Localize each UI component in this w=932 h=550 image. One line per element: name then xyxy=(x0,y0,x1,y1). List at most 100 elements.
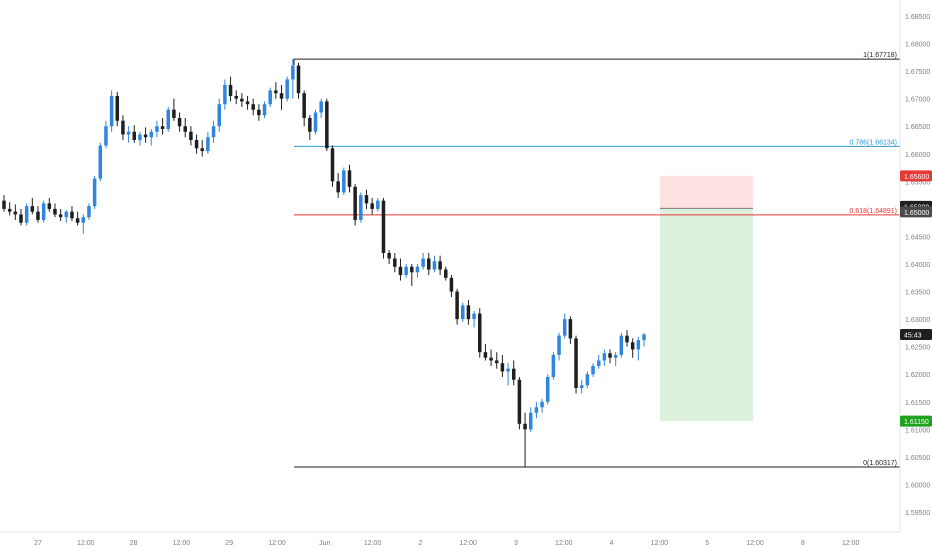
candle xyxy=(534,401,539,419)
price-badge-bg xyxy=(900,170,932,182)
candle-body xyxy=(574,338,578,389)
candle xyxy=(177,112,182,132)
candle-body xyxy=(308,117,312,132)
candle-body xyxy=(291,65,295,80)
x-tick-label: 12:00 xyxy=(746,540,764,547)
price-badge-stop: 1.65600 xyxy=(900,170,932,182)
candle-body xyxy=(121,120,125,135)
candle-body xyxy=(58,214,63,218)
candle xyxy=(427,252,431,276)
candle xyxy=(98,142,103,182)
candle-body xyxy=(613,354,618,358)
candle-body xyxy=(325,101,329,149)
candle-body xyxy=(92,178,97,207)
candle xyxy=(517,376,522,430)
candle-body xyxy=(143,134,148,138)
candle-body xyxy=(642,334,646,341)
candle-body xyxy=(240,98,244,102)
candle-body xyxy=(104,126,108,146)
x-tick-label: 12:00 xyxy=(459,540,477,547)
y-tick-label: 1.64500 xyxy=(905,234,930,241)
candle-body xyxy=(557,335,561,355)
candle-body xyxy=(183,126,187,132)
candle xyxy=(483,343,488,361)
candle-body xyxy=(579,385,584,389)
candle-body xyxy=(98,145,103,179)
candle xyxy=(630,338,635,358)
candle xyxy=(81,214,86,234)
candle-body xyxy=(342,170,346,193)
candle xyxy=(257,104,261,121)
y-tick-label: 1.67500 xyxy=(905,69,930,76)
candle-body xyxy=(330,148,335,182)
candle-body xyxy=(172,109,176,118)
candle-body xyxy=(387,252,391,259)
candle xyxy=(574,335,578,394)
candle xyxy=(568,316,573,344)
candle xyxy=(36,206,40,223)
stop-loss-zone[interactable] xyxy=(660,175,753,209)
candle xyxy=(421,252,425,270)
candle xyxy=(602,349,607,366)
x-tick-label: 8 xyxy=(801,540,805,547)
candle xyxy=(53,203,57,218)
candle-body xyxy=(359,195,363,220)
position-zones[interactable] xyxy=(660,175,753,422)
candle xyxy=(58,208,63,222)
candle xyxy=(240,93,244,107)
candle xyxy=(438,255,442,276)
candle xyxy=(126,126,131,143)
candle-body xyxy=(109,95,114,127)
y-tick-label: 1.63500 xyxy=(905,290,930,297)
candle xyxy=(596,354,601,369)
candle-body xyxy=(472,313,476,320)
candle xyxy=(115,92,120,127)
candle xyxy=(506,363,510,386)
candle-body xyxy=(364,195,369,204)
candle-body xyxy=(41,203,46,220)
take-profit-zone[interactable] xyxy=(660,208,753,422)
candle xyxy=(7,202,12,216)
candle-body xyxy=(545,376,550,402)
candle xyxy=(444,266,448,281)
candle xyxy=(143,127,148,143)
candle-body xyxy=(194,140,199,149)
candle xyxy=(245,95,250,110)
candle-body xyxy=(217,104,221,127)
candle-body xyxy=(70,211,74,219)
candle-body xyxy=(228,84,233,96)
candle-body xyxy=(393,258,397,267)
candle-body xyxy=(200,148,204,152)
candle xyxy=(211,120,216,143)
candle xyxy=(404,264,408,278)
y-tick-label: 1.66000 xyxy=(905,152,930,159)
candle xyxy=(13,204,18,220)
time-axis[interactable]: 27 12:00 28 12:00 29 12:00 Jun 12:00 2 12:00 3 12:0… xyxy=(34,540,859,547)
candle-body xyxy=(444,269,448,278)
x-tick-label: 27 xyxy=(34,540,42,547)
candle-body xyxy=(376,200,380,209)
candle-body xyxy=(381,200,386,253)
candle xyxy=(302,90,306,127)
y-tick-label: 1.68500 xyxy=(905,14,930,21)
candle-body xyxy=(245,101,250,105)
candle xyxy=(200,140,204,157)
candle xyxy=(636,336,641,361)
y-tick-label: 1.64000 xyxy=(905,262,930,269)
candle-body xyxy=(562,319,567,336)
candle xyxy=(313,109,318,135)
candle xyxy=(291,59,295,99)
fib-level-label: 0.618(1.64891) xyxy=(850,208,897,215)
candle xyxy=(353,184,357,226)
candle xyxy=(449,275,454,298)
candle xyxy=(274,82,278,99)
candle xyxy=(613,352,618,366)
candle-body xyxy=(115,95,120,121)
fib-retracement[interactable]: 1(1.67718) 0.786(1.66134) 0.618(1.64891) 0(… xyxy=(293,52,900,468)
candle xyxy=(64,210,69,223)
candle xyxy=(279,84,284,110)
candle-body xyxy=(251,104,255,110)
candle xyxy=(87,203,91,220)
candle xyxy=(149,128,154,146)
